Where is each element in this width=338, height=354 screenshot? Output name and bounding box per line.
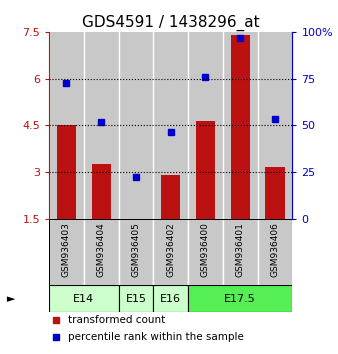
Bar [153,285,188,312]
Bar [92,164,111,219]
Bar [231,35,250,219]
Text: GSM936405: GSM936405 [131,222,140,277]
Bar [188,32,223,219]
Text: age  ►: age ► [0,294,15,304]
Text: GSM936403: GSM936403 [62,222,71,277]
Bar [153,32,188,219]
Text: E16: E16 [160,294,181,304]
Bar [84,32,119,219]
Bar [49,285,119,312]
Text: E14: E14 [73,294,94,304]
Bar [153,219,188,285]
Bar [196,121,215,219]
Text: percentile rank within the sample: percentile rank within the sample [69,332,244,342]
Bar [49,219,84,285]
Text: GSM936404: GSM936404 [97,222,106,277]
Text: GSM936401: GSM936401 [236,222,245,277]
Bar [161,175,180,219]
Text: GSM936406: GSM936406 [270,222,280,277]
Text: GSM936400: GSM936400 [201,222,210,277]
Bar [119,32,153,219]
Bar [258,32,292,219]
Text: E17.5: E17.5 [224,294,256,304]
Bar [223,32,258,219]
Bar [84,219,119,285]
Bar [57,125,76,219]
Bar [188,285,292,312]
Text: E15: E15 [125,294,146,304]
Bar [119,219,153,285]
Bar [265,167,285,219]
Bar [188,219,223,285]
Bar [49,32,84,219]
Title: GDS4591 / 1438296_at: GDS4591 / 1438296_at [82,14,260,30]
Text: transformed count: transformed count [69,315,166,325]
Bar [119,285,153,312]
Bar [258,219,292,285]
Text: GSM936402: GSM936402 [166,222,175,277]
Bar [223,219,258,285]
